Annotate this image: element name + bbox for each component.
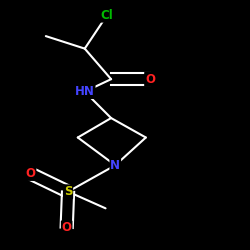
- Text: Cl: Cl: [100, 9, 113, 22]
- Text: O: O: [145, 73, 155, 86]
- Text: O: O: [26, 167, 36, 180]
- Text: O: O: [62, 221, 72, 234]
- Text: N: N: [110, 159, 120, 172]
- Text: S: S: [64, 185, 72, 198]
- Text: HN: HN: [75, 85, 95, 98]
